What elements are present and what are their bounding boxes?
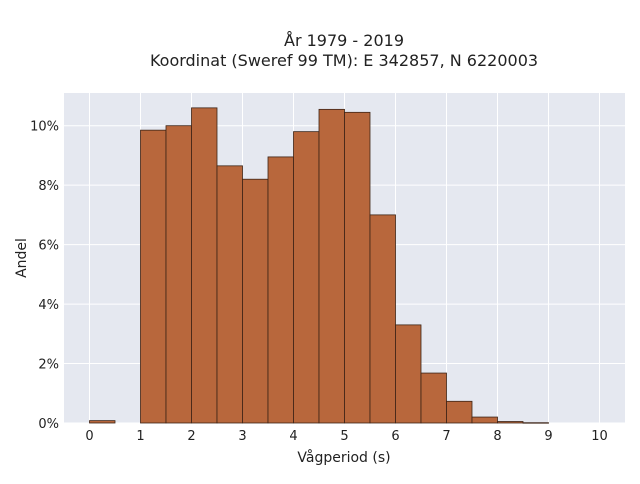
histogram-bar [522,422,549,424]
histogram-bar [318,108,345,424]
histogram-bar [267,156,294,424]
histogram-bar [293,131,320,424]
x-tick-label: 3 [238,429,246,444]
y-tick-label: 10% [30,120,59,135]
histogram-bar [89,420,116,424]
histogram-bar [165,125,192,424]
x-tick-label: 9 [544,429,552,444]
y-tick-label: 0% [38,417,59,432]
histogram-bar [420,372,447,424]
tick-layer: 0 1 2 3 4 5 6 7 8 9 10 0% 2% 4% 6% 8% 10% [30,120,608,444]
x-tick-label: 0 [85,429,93,444]
x-tick-label: 6 [391,429,399,444]
y-tick-label: 8% [38,179,59,194]
x-tick-label: 5 [340,429,348,444]
histogram-bar [497,421,524,424]
x-tick-label: 1 [136,429,144,444]
bar-layer [89,107,549,424]
x-tick-label: 7 [442,429,450,444]
histogram-bar [395,324,422,424]
histogram-bar [140,129,167,424]
histogram-bar [471,416,498,424]
histogram-bar [242,178,269,424]
histogram-bar [446,400,473,424]
histogram-bar [369,214,396,424]
x-tick-label: 10 [591,429,608,444]
chart-title-line-2: Koordinat (Sweref 99 TM): E 342857, N 62… [150,51,538,70]
x-tick-label: 8 [493,429,501,444]
y-tick-label: 2% [38,358,59,373]
x-axis-label: Vågperiod (s) [297,449,390,466]
y-tick-label: 4% [38,298,59,313]
y-axis-label: Andel [14,238,30,278]
x-tick-label: 2 [187,429,195,444]
x-tick-label: 4 [289,429,297,444]
histogram-bar [191,107,218,424]
histogram-bar [344,111,371,424]
y-tick-label: 6% [38,239,59,254]
histogram-bar [216,165,243,424]
chart-title-line-1: År 1979 - 2019 [284,31,404,50]
